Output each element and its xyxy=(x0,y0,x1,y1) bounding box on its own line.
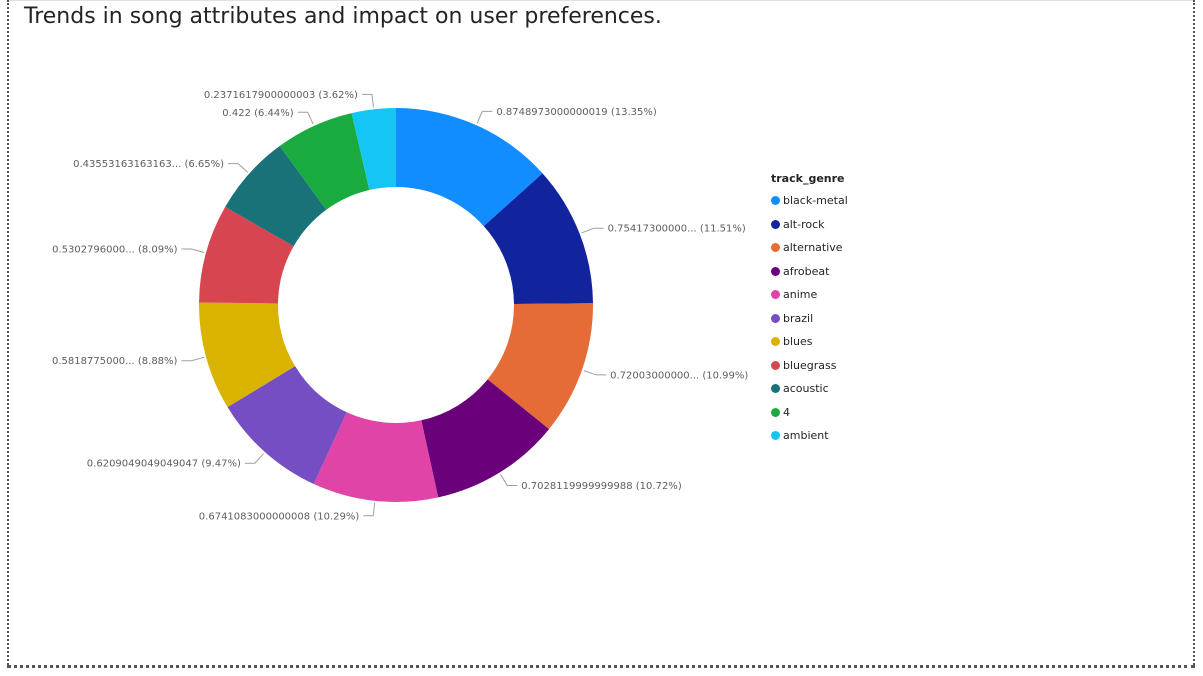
legend-marker xyxy=(771,243,780,253)
legend-label: 4 xyxy=(783,405,790,419)
leader-line-black-metal xyxy=(476,110,493,124)
slice-brazil[interactable] xyxy=(227,366,347,485)
data-label-bluegrass: 0.5302796000... (8.09%) xyxy=(52,245,178,256)
data-label-ambient: 0.2371617900000003 (3.62%) xyxy=(204,90,358,101)
data-label-alternative: 0.72003000000... (10.99%) xyxy=(610,370,748,381)
legend-item-anime[interactable]: anime xyxy=(771,283,848,307)
legend-label: alternative xyxy=(783,241,843,255)
slice-bluegrass[interactable] xyxy=(199,206,294,304)
slice-black-metal[interactable] xyxy=(396,108,543,227)
data-label-alt-rock: 0.75417300000... (11.51%) xyxy=(608,224,746,235)
leader-line-bluegrass xyxy=(181,248,205,253)
legend-marker xyxy=(771,313,780,323)
legend-label: anime xyxy=(783,288,818,302)
slice-afrobeat[interactable] xyxy=(421,379,550,498)
data-label-anime: 0.6741083000000008 (10.29%) xyxy=(199,511,360,522)
legend-label: afrobeat xyxy=(783,264,830,278)
slice-data-labels: 0.8748973000000019 (13.35%) 0.75417300000… xyxy=(52,90,748,522)
legend-item-blues[interactable]: blues xyxy=(771,330,848,354)
leader-line-4 xyxy=(297,111,314,125)
data-label-blues: 0.5818775000... (8.88%) xyxy=(52,356,178,367)
legend-item-brazil[interactable]: brazil xyxy=(771,307,848,331)
legend-marker xyxy=(771,290,780,300)
visual-frame xyxy=(7,0,1195,668)
legend-label: ambient xyxy=(783,429,829,443)
slice-blues[interactable] xyxy=(199,302,296,408)
legend-item-bluegrass[interactable]: bluegrass xyxy=(771,354,848,378)
legend-marker xyxy=(771,337,780,347)
slice-ambient[interactable] xyxy=(351,108,396,191)
legend-marker xyxy=(771,196,780,206)
legend-marker xyxy=(771,219,780,229)
legend-item-4[interactable]: 4 xyxy=(771,401,848,425)
legend-label: bluegrass xyxy=(783,358,837,372)
legend-marker xyxy=(771,384,780,394)
leader-line-brazil xyxy=(244,453,264,464)
legend: track_genre black-metal alt-rock alternati… xyxy=(771,172,848,448)
legend-marker xyxy=(771,266,780,276)
leader-line-blues xyxy=(181,356,205,362)
legend-items: black-metal alt-rock alternative afrobeat an… xyxy=(771,189,848,448)
legend-item-alternative[interactable]: alternative xyxy=(771,236,848,260)
legend-label: acoustic xyxy=(783,382,829,396)
legend-item-ambient[interactable]: ambient xyxy=(771,424,848,448)
data-label-afrobeat: 0.7028119999999988 (10.72%) xyxy=(521,481,682,492)
leader-line-alt-rock xyxy=(581,227,604,234)
legend-item-black-metal[interactable]: black-metal xyxy=(771,189,848,213)
slice-4[interactable] xyxy=(279,113,370,210)
legend-label: brazil xyxy=(783,311,814,325)
legend-marker xyxy=(771,407,780,417)
leader-line-acoustic xyxy=(228,163,249,173)
legend-label: blues xyxy=(783,335,813,349)
slice-leader-lines xyxy=(181,93,607,517)
data-label-acoustic: 0.43553163163163... (6.65%) xyxy=(73,159,224,170)
slice-anime[interactable] xyxy=(313,412,439,502)
legend-label: black-metal xyxy=(783,194,848,208)
slice-alternative[interactable] xyxy=(487,303,593,430)
legend-marker xyxy=(771,431,780,441)
leader-line-anime xyxy=(363,502,376,517)
top-divider xyxy=(7,0,1195,1)
legend-marker xyxy=(771,360,780,370)
data-label-brazil: 0.6209049049049047 (9.47%) xyxy=(87,459,241,470)
leader-line-afrobeat xyxy=(500,474,518,486)
legend-item-afrobeat[interactable]: afrobeat xyxy=(771,260,848,284)
slice-alt-rock[interactable] xyxy=(483,173,593,304)
leader-line-alternative xyxy=(583,370,607,376)
data-label-black-metal: 0.8748973000000019 (13.35%) xyxy=(496,107,657,118)
data-label-4: 0.422 (6.44%) xyxy=(222,108,293,119)
legend-item-alt-rock[interactable]: alt-rock xyxy=(771,213,848,237)
leader-line-ambient xyxy=(361,93,374,108)
chart-title: Trends in song attributes and impact on … xyxy=(24,4,662,29)
legend-title: track_genre xyxy=(771,172,845,185)
slice-acoustic[interactable] xyxy=(225,146,327,247)
legend-label: alt-rock xyxy=(783,217,825,231)
legend-item-acoustic[interactable]: acoustic xyxy=(771,377,848,401)
donut-slices xyxy=(199,108,593,502)
